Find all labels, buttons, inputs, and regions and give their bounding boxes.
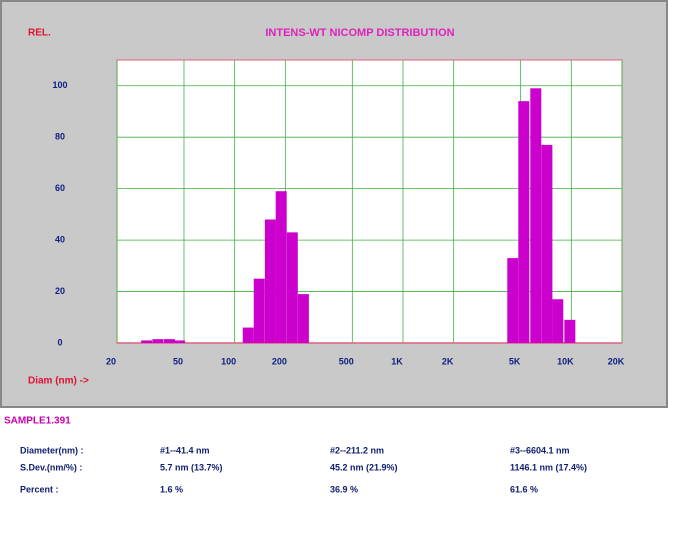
y-tick-label: 60 [55,183,65,193]
bar [173,340,185,343]
x-tick-label: 20 [106,356,116,366]
bar [242,327,254,343]
bar [163,339,175,343]
bar [141,340,153,343]
x-tick-label: 50 [173,356,183,366]
sample-name: SAMPLE1.391 [4,416,71,427]
row-label: Percent : [20,484,59,494]
y-tick-label: 80 [55,132,65,142]
result-value: 61.6 % [510,484,538,494]
y-tick-label: 20 [55,286,65,296]
x-tick-label: 100 [221,356,236,366]
result-value: #2--211.2 nm [330,445,384,455]
y-tick-label: 100 [52,80,67,90]
bar [297,294,309,343]
x-tick-label: 2K [442,356,454,366]
result-value: #3--6604.1 nm [510,445,570,455]
bar [552,299,564,343]
x-tick-label: 20K [608,356,625,366]
y-axis-label: REL. [28,28,51,39]
y-tick-label: 0 [57,337,62,347]
bar [518,101,530,343]
result-value: 1146.1 nm (17.4%) [510,462,587,472]
x-tick-label: 5K [509,356,521,366]
x-axis-label: Diam (nm) -> [28,376,89,387]
bar [530,88,542,343]
bar [507,258,519,343]
row-label: Diameter(nm) : [20,445,84,455]
result-value: 45.2 nm (21.9%) [330,462,398,472]
row-label: S.Dev.(nm/%) : [20,462,82,472]
bar [286,232,298,343]
result-value: 36.9 % [330,484,358,494]
bar [264,219,276,343]
result-value: #1--41.4 nm [160,445,210,455]
bar [253,278,265,343]
x-tick-label: 1K [391,356,403,366]
result-value: 5.7 nm (13.7%) [160,462,223,472]
x-tick-label: 200 [272,356,287,366]
result-value: 1.6 % [160,484,183,494]
x-tick-label: 10K [557,356,574,366]
chart-title: INTENS-WT NICOMP DISTRIBUTION [265,27,454,39]
bar [152,339,164,343]
bar [541,144,553,343]
bar [275,191,287,343]
x-tick-label: 500 [339,356,354,366]
y-tick-label: 40 [55,234,65,244]
bar [564,319,576,343]
